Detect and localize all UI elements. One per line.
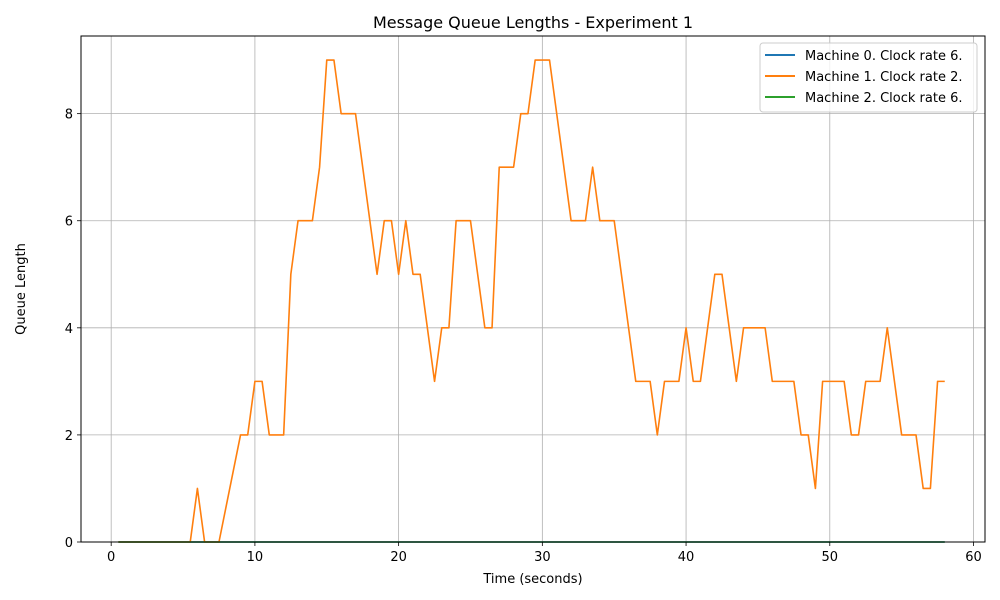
x-tick-label: 30 [534, 550, 551, 565]
series-line-machine-1 [118, 59, 945, 543]
y-tick-label: 0 [65, 536, 73, 551]
y-tick-label: 6 [65, 215, 73, 230]
x-axis-label: Time (seconds) [482, 572, 582, 587]
x-tick-label: 40 [678, 550, 695, 565]
legend: Machine 0. Clock rate 6. Machine 1. Cloc… [759, 42, 978, 113]
x-tick-label: 60 [965, 550, 982, 565]
y-axis-ticks: 0 2 4 6 8 [65, 108, 81, 551]
legend-label-machine-2: Machine 2. Clock rate 6. [805, 91, 962, 106]
plot-frame [80, 35, 986, 543]
x-tick-label: 50 [822, 550, 839, 565]
legend-label-machine-0: Machine 0. Clock rate 6. [805, 49, 962, 64]
legend-box [759, 42, 978, 113]
y-axis-label: Queue Length [14, 243, 29, 335]
chart-title: Message Queue Lengths - Experiment 1 [373, 13, 693, 32]
y-tick-label: 4 [65, 322, 73, 337]
x-tick-label: 10 [247, 550, 264, 565]
series-layer [118, 59, 945, 543]
x-tick-label: 20 [390, 550, 407, 565]
y-tick-label: 2 [65, 429, 73, 444]
grid-layer [81, 36, 985, 543]
legend-label-machine-1: Machine 1. Clock rate 2. [805, 70, 962, 85]
x-axis-ticks: 0 10 20 30 40 50 60 [107, 542, 982, 565]
x-tick-label: 0 [107, 550, 115, 565]
y-tick-label: 8 [65, 108, 73, 123]
